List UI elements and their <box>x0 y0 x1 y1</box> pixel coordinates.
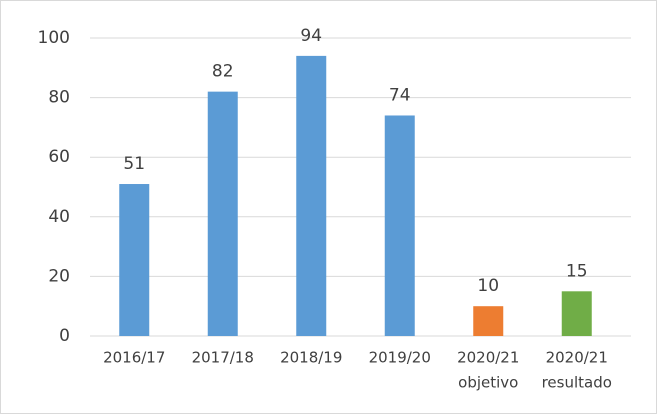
bar <box>119 184 150 336</box>
data-label: 15 <box>566 261 588 281</box>
y-tick-label: 0 <box>59 326 70 346</box>
x-tick-label: 2018/19 <box>280 349 342 367</box>
x-tick-label: 2017/18 <box>192 349 254 367</box>
y-tick-label: 20 <box>48 266 70 286</box>
x-tick-label: 2020/21 <box>546 349 608 367</box>
x-tick-label: objetivo <box>458 374 518 392</box>
bar <box>561 291 592 336</box>
x-tick-label: resultado <box>542 374 612 392</box>
y-tick-label: 40 <box>48 207 70 227</box>
x-tick-label: 2020/21 <box>457 349 519 367</box>
x-tick-label: 2016/17 <box>103 349 165 367</box>
data-label: 74 <box>389 85 411 105</box>
bar <box>473 306 504 336</box>
bar <box>207 91 238 336</box>
y-tick-label: 100 <box>38 28 70 48</box>
y-tick-label: 80 <box>48 88 70 108</box>
x-tick-label: 2019/20 <box>369 349 431 367</box>
data-label: 94 <box>300 26 322 46</box>
bar <box>296 55 327 336</box>
data-label: 51 <box>123 154 145 174</box>
y-tick-label: 60 <box>48 147 70 167</box>
data-label: 82 <box>212 62 234 82</box>
bar <box>384 115 415 336</box>
data-label: 10 <box>477 276 499 296</box>
